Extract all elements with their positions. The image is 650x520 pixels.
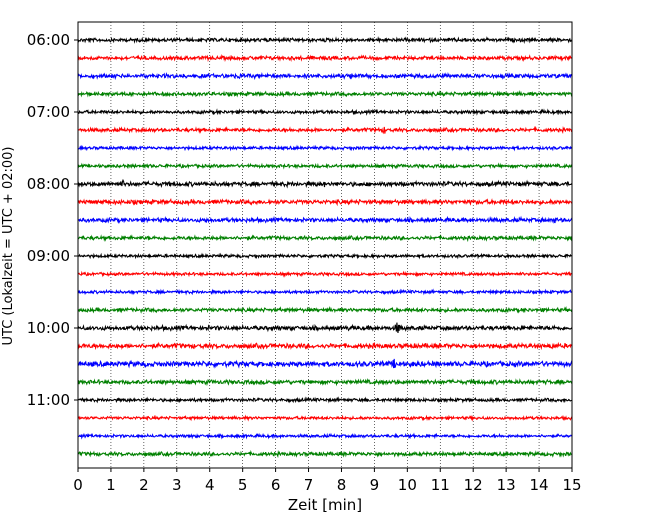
x-tick-label: 15 xyxy=(562,476,581,494)
trace-1145 xyxy=(77,449,573,458)
y-tick-label: 08:00 xyxy=(27,175,70,193)
trace-0900 xyxy=(77,252,573,260)
trace-1000 xyxy=(77,322,573,333)
x-axis-label: Zeit [min] xyxy=(288,496,362,514)
trace-0800 xyxy=(77,178,573,189)
x-tick-label: 8 xyxy=(337,476,347,494)
trace-0600 xyxy=(77,36,573,44)
trace-0830 xyxy=(77,215,573,224)
plot-frame xyxy=(77,21,573,469)
x-tick-label: 10 xyxy=(398,476,417,494)
x-tick-label: 12 xyxy=(464,476,483,494)
trace-1045 xyxy=(77,378,573,387)
y-tick-label: 07:00 xyxy=(27,103,70,121)
trace-lines xyxy=(77,36,573,458)
x-tick-label: 3 xyxy=(172,476,182,494)
trace-0730 xyxy=(77,144,573,152)
trace-0715 xyxy=(77,125,573,135)
trace-1115 xyxy=(77,414,573,422)
trace-0930 xyxy=(77,288,573,296)
trace-1030 xyxy=(77,358,573,369)
x-tick-label: 1 xyxy=(106,476,116,494)
x-tick-label: 4 xyxy=(205,476,215,494)
trace-0815 xyxy=(77,197,573,207)
trace-1100 xyxy=(77,396,572,404)
x-axis-ticks: 0 1 2 3 4 5 6 7 8 9 10 11 12 13 14 15 xyxy=(73,468,582,494)
x-tick-label: 7 xyxy=(304,476,314,494)
trace-0745 xyxy=(77,162,573,170)
y-tick-label: 10:00 xyxy=(27,319,70,337)
trace-0630 xyxy=(77,71,573,81)
x-tick-label: 11 xyxy=(431,476,450,494)
trace-0645 xyxy=(77,90,573,98)
trace-0700 xyxy=(77,108,573,116)
trace-1015 xyxy=(77,341,573,351)
y-axis-ticks: 06:00 07:00 08:00 09:00 10:00 11:00 xyxy=(27,31,78,409)
x-tick-label: 9 xyxy=(370,476,380,494)
vertical-gridlines xyxy=(110,22,540,468)
y-tick-label: 11:00 xyxy=(27,391,70,409)
trace-0945 xyxy=(77,306,573,314)
x-tick-label: 13 xyxy=(497,476,516,494)
y-tick-label: 09:00 xyxy=(27,247,70,265)
x-tick-label: 0 xyxy=(73,476,83,494)
trace-0915 xyxy=(77,270,572,278)
trace-1130 xyxy=(77,432,573,440)
trace-0845 xyxy=(77,234,573,243)
x-tick-label: 6 xyxy=(271,476,281,494)
trace-0615 xyxy=(77,53,573,63)
x-tick-label: 2 xyxy=(139,476,149,494)
x-tick-label: 14 xyxy=(530,476,549,494)
y-tick-label: 06:00 xyxy=(27,31,70,49)
x-tick-label: 5 xyxy=(238,476,248,494)
y-axis-label: UTC (Lokalzeit = UTC + 02:00) xyxy=(1,147,16,346)
